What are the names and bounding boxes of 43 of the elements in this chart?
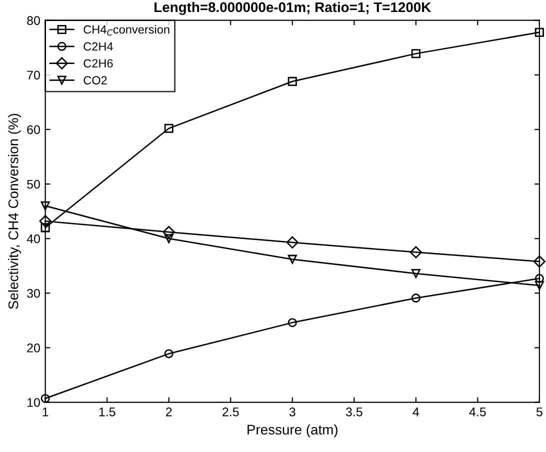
- point: [534, 281, 544, 290]
- x-tick-label: 1: [42, 408, 48, 416]
- point: [164, 349, 174, 358]
- legend-label: CO2: [84, 76, 107, 84]
- point: [410, 246, 422, 258]
- y-tick-label: 80: [27, 16, 40, 25]
- x-tick-label: 3.5: [346, 407, 362, 416]
- x-tick-label: 1.5: [99, 408, 116, 416]
- point: [288, 76, 297, 86]
- point: [288, 318, 297, 328]
- point: [40, 223, 50, 232]
- point: [288, 254, 297, 264]
- y-axis-title: Selectivity, CH4 Conversion (%): [8, 114, 21, 309]
- x-tick-label: 2: [166, 407, 172, 416]
- point: [286, 236, 298, 249]
- x-tick-label: 5: [536, 408, 542, 416]
- y-tick-label: 60: [27, 125, 40, 134]
- point: [164, 234, 174, 244]
- y-tick-label: 30: [27, 288, 40, 298]
- y-tick-label: 10: [28, 398, 40, 407]
- y-tick-label: 40: [26, 234, 40, 244]
- point: [39, 215, 52, 228]
- point: [534, 28, 544, 37]
- point: [411, 49, 420, 58]
- point: [533, 255, 546, 268]
- x-axis-title: Pressure (atm): [248, 424, 338, 438]
- x-tick-label: 3: [289, 407, 296, 416]
- point: [534, 274, 544, 283]
- legend-label: C2H4: [84, 42, 113, 51]
- chart-title: Length=8.000000e-01m; Ratio=1; T=1200K: [154, 2, 432, 15]
- x-tick-label: 4.5: [469, 408, 486, 416]
- legend-label: C2H6: [84, 59, 113, 68]
- x-tick-label: 2.5: [222, 407, 239, 416]
- y-tick-label: 20: [27, 344, 40, 352]
- point: [411, 268, 420, 278]
- point: [411, 294, 420, 303]
- y-tick-label: 50: [27, 180, 40, 189]
- y-tick-label: 70: [27, 70, 40, 80]
- point: [40, 201, 50, 210]
- point: [164, 124, 174, 133]
- legend-label: CH4$_{C}$conversion: [84, 25, 170, 36]
- point: [162, 226, 175, 238]
- x-tick-label: 4: [412, 408, 420, 416]
